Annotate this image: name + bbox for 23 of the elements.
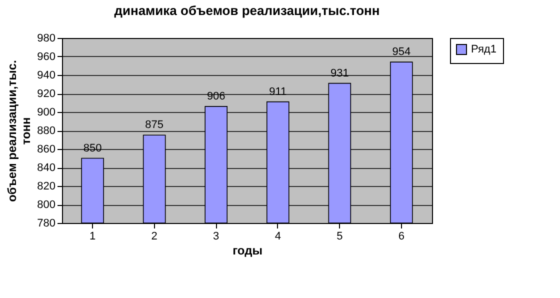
y-tick-label: 860 bbox=[37, 144, 56, 156]
y-tick-label: 960 bbox=[37, 51, 56, 63]
y-tick-label: 820 bbox=[37, 180, 56, 192]
y-tick-label: 900 bbox=[37, 106, 56, 118]
x-tick-label: 5 bbox=[336, 230, 343, 242]
y-tick-label: 980 bbox=[37, 32, 56, 44]
x-axis-title: годы bbox=[232, 244, 262, 258]
x-tick-label: 6 bbox=[398, 230, 404, 242]
y-tick-label: 780 bbox=[37, 218, 56, 230]
y-tick-label: 920 bbox=[37, 88, 56, 100]
y-tick-label: 880 bbox=[37, 125, 56, 137]
x-tick-label: 1 bbox=[90, 230, 96, 242]
chart-title: динамика объемов реализации,тыс.тонн bbox=[114, 3, 380, 18]
y-tick-label: 940 bbox=[37, 70, 56, 82]
data-label: 875 bbox=[145, 119, 164, 132]
y-tick-label: 840 bbox=[37, 162, 56, 174]
x-tick-label: 4 bbox=[274, 230, 281, 242]
y-tick-label: 800 bbox=[37, 199, 56, 211]
x-tick-label: 3 bbox=[213, 230, 220, 242]
legend-label: Ряд1 bbox=[471, 44, 496, 56]
x-tick-label: 2 bbox=[151, 230, 158, 242]
data-label: 954 bbox=[392, 46, 411, 58]
y-axis-title: объем реализации,тыс. тонн bbox=[5, 60, 34, 202]
